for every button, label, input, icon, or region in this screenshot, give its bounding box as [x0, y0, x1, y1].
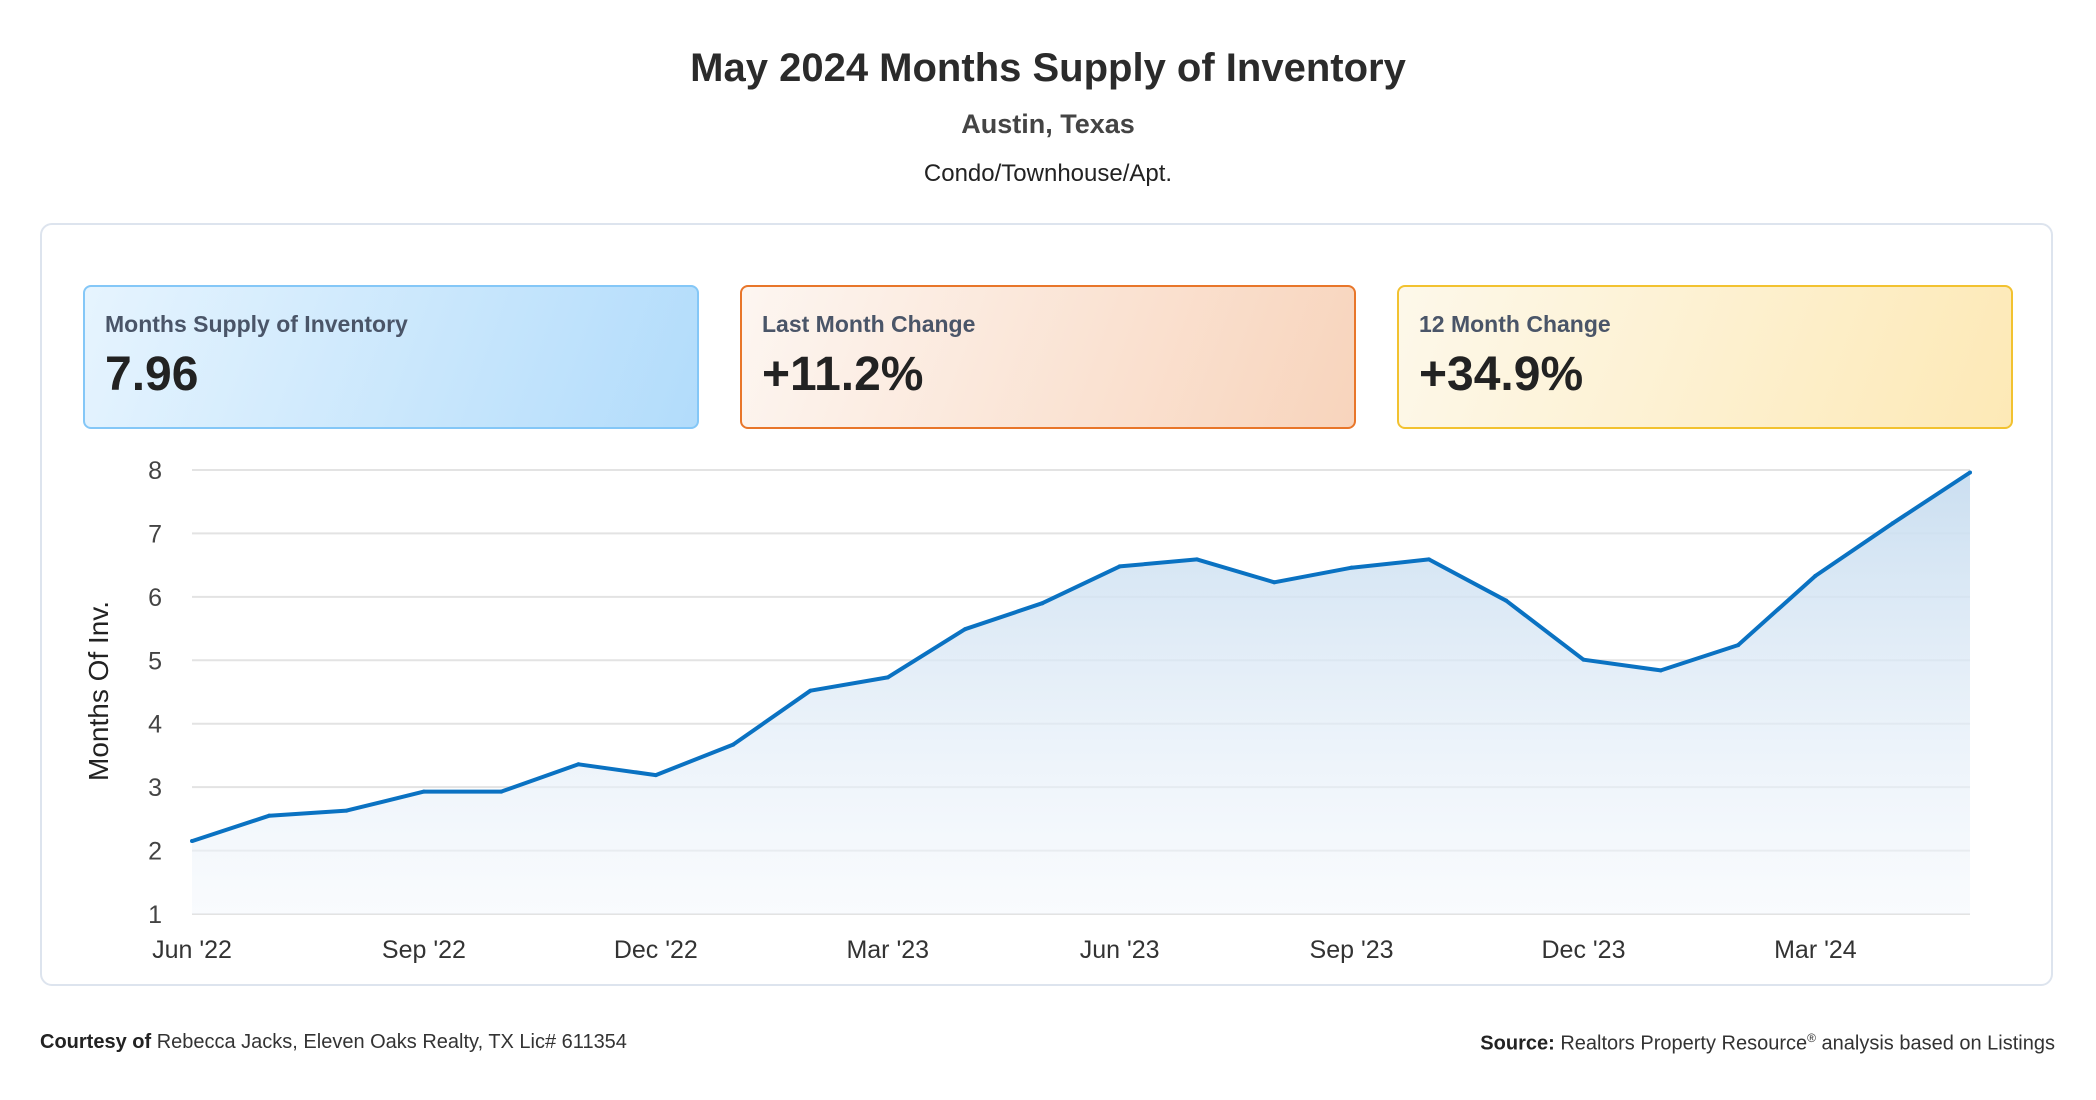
courtesy-text: Rebecca Jacks, Eleven Oaks Realty, TX Li… — [156, 1031, 627, 1053]
data-point — [499, 789, 504, 794]
y-tick-label: 3 — [148, 774, 162, 802]
data-point — [344, 808, 349, 813]
card-label: Last Month Change — [762, 311, 976, 337]
x-tick-label: Sep '23 — [1310, 936, 1394, 964]
twelve-month-change-card: 12 Month Change +34.9% — [1397, 285, 2013, 429]
data-point — [731, 742, 736, 747]
data-point — [653, 773, 658, 778]
location-subtitle: Austin, Texas — [961, 109, 1135, 139]
x-tick-label: Dec '22 — [614, 936, 698, 964]
data-point — [1581, 657, 1586, 662]
x-tick-label: Mar '23 — [846, 936, 929, 964]
data-point — [1194, 557, 1199, 562]
series-line — [191, 470, 1972, 844]
data-point — [808, 688, 813, 693]
data-point — [1426, 557, 1431, 562]
months-supply-card: Months Supply of Inventory 7.96 — [83, 285, 699, 429]
source-tail: analysis based on Listings — [1815, 1032, 2056, 1055]
x-tick-label: Sep '22 — [382, 936, 466, 964]
area-chart: 1 2 3 4 5 6 7 8 Jun '22 Sep '22 Dec '22 Mar '23 Jun… — [83, 457, 1972, 964]
page-title: May 2024 Months Supply of Inventory — [690, 46, 1406, 90]
data-point — [963, 627, 968, 632]
data-point — [1504, 598, 1509, 603]
data-point — [1349, 565, 1354, 570]
data-point — [576, 762, 581, 767]
area-fill — [192, 472, 1970, 914]
data-point — [1040, 601, 1045, 606]
data-point — [1968, 470, 1972, 475]
y-tick-label: 4 — [148, 711, 162, 739]
x-tick-label: Jun '23 — [1080, 936, 1160, 964]
y-tick-label: 8 — [148, 457, 162, 485]
card-value: +34.9% — [1419, 348, 1584, 401]
x-tick-label: Jun '22 — [152, 936, 232, 964]
x-tick-label: Dec '23 — [1541, 936, 1625, 964]
y-axis-title: Months Of Inv. — [83, 601, 114, 781]
card-label: 12 Month Change — [1419, 311, 1611, 337]
card-value: 7.96 — [105, 348, 199, 401]
data-point — [885, 675, 890, 680]
y-tick-label: 7 — [148, 520, 162, 548]
y-tick-label: 6 — [148, 584, 162, 612]
data-point — [1658, 668, 1663, 673]
data-point — [1117, 564, 1122, 569]
registered-mark: ® — [1807, 1031, 1816, 1045]
data-point — [1736, 643, 1741, 648]
data-point — [1890, 521, 1895, 526]
property-type: Condo/Townhouse/Apt. — [923, 160, 1173, 187]
y-tick-label: 1 — [148, 901, 162, 929]
x-tick-label: Mar '24 — [1774, 936, 1857, 964]
data-point — [1272, 580, 1277, 585]
last-month-change-card: Last Month Change +11.2% — [740, 285, 1356, 429]
card-label: Months Supply of Inventory — [105, 311, 408, 337]
source-text: Realtors Property Resource — [1560, 1032, 1808, 1055]
data-point — [1813, 573, 1818, 578]
data-point — [421, 789, 426, 794]
data-point — [267, 813, 272, 818]
card-value: +11.2% — [762, 348, 924, 401]
courtesy-label: Courtesy of — [40, 1031, 152, 1053]
courtesy-note: Courtesy of Rebecca Jacks, Eleven Oaks R… — [40, 1031, 627, 1054]
source-label: Source: — [1480, 1032, 1555, 1055]
y-tick-label: 2 — [148, 838, 162, 866]
source-note: Source: Realtors Property Resource® anal… — [1480, 1031, 2055, 1056]
data-point — [190, 839, 194, 844]
chart-panel — [40, 223, 2053, 986]
y-tick-label: 5 — [148, 647, 162, 675]
